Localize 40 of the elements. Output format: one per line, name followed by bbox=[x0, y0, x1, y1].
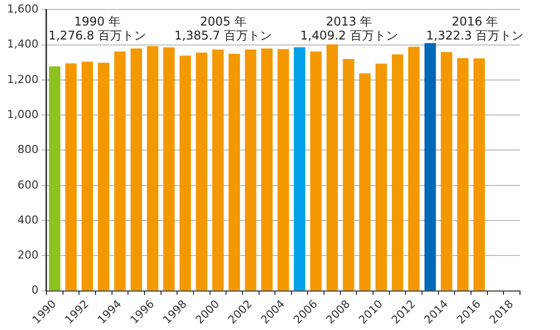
bar bbox=[146, 46, 158, 290]
bar bbox=[440, 52, 452, 290]
bar bbox=[82, 62, 94, 290]
y-tick-label: 400 bbox=[17, 213, 38, 226]
annotation: 2005 年 1,385.7 百万トン bbox=[174, 14, 272, 43]
bar bbox=[98, 62, 110, 290]
annotation: 1990 年 1,276.8 百万トン bbox=[48, 14, 146, 43]
annotation: 2016 年 1,322.3 百万トン bbox=[426, 14, 524, 43]
bar bbox=[376, 64, 387, 290]
bar bbox=[130, 48, 142, 290]
annotation: 2013 年 1,409.2 百万トン bbox=[300, 14, 398, 43]
bar bbox=[359, 73, 371, 290]
bar bbox=[48, 66, 60, 290]
bar bbox=[114, 51, 126, 290]
bar bbox=[261, 48, 273, 290]
y-tick-label: 1,600 bbox=[6, 2, 38, 16]
y-tick-label: 800 bbox=[17, 143, 38, 156]
bar bbox=[392, 54, 404, 290]
bar bbox=[180, 56, 191, 290]
bar bbox=[457, 58, 469, 290]
bar bbox=[228, 54, 240, 290]
bar bbox=[342, 59, 354, 290]
bar bbox=[278, 49, 289, 290]
bar bbox=[473, 58, 485, 290]
y-tick-label: 600 bbox=[17, 178, 38, 192]
y-tick-label: 1,200 bbox=[6, 72, 38, 86]
bar bbox=[212, 50, 224, 290]
y-tick-label: 0 bbox=[31, 284, 38, 297]
bar bbox=[244, 50, 256, 290]
bar bbox=[408, 46, 420, 290]
bar bbox=[424, 43, 436, 290]
y-tick-label: 1,400 bbox=[6, 38, 38, 51]
bar bbox=[326, 44, 338, 290]
bar bbox=[65, 63, 77, 290]
y-tick-label: 200 bbox=[17, 248, 38, 262]
y-tick-label: 1,000 bbox=[6, 108, 38, 121]
bar bbox=[310, 51, 322, 290]
bar bbox=[163, 47, 175, 290]
bar bbox=[294, 47, 306, 290]
bar bbox=[196, 52, 208, 290]
